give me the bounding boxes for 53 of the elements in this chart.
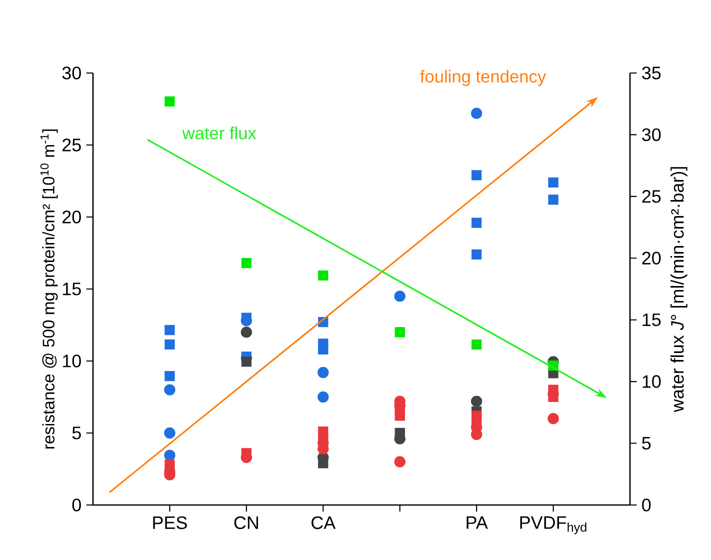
point (164, 450, 176, 461)
y2-axis-title: water flux J° [ml/(min·cm²·bar)] (670, 167, 688, 412)
y2-tick-label: 0 (642, 498, 651, 512)
x-tick-label: CA (312, 516, 336, 530)
point (241, 356, 252, 367)
point (471, 170, 482, 180)
point (240, 326, 252, 338)
y2-tick-label: 25 (642, 190, 661, 203)
point (318, 458, 328, 468)
point (164, 371, 175, 382)
y2-tick-label: 35 (642, 66, 661, 80)
point (394, 428, 405, 438)
y2-tick-label: 10 (642, 375, 661, 388)
point (164, 324, 175, 336)
point (471, 218, 482, 228)
y2-tick-label: 20 (642, 252, 661, 264)
y2-tick-label: 30 (642, 128, 661, 142)
y-tick-label: 30 (62, 66, 81, 80)
x-tick-label: PES (153, 516, 187, 530)
x-tick-label: CN (234, 516, 258, 530)
point (470, 396, 482, 407)
y-tick-label: 5 (72, 426, 81, 440)
point (164, 96, 175, 106)
y-tick-label: 25 (62, 138, 81, 152)
point (548, 177, 558, 188)
point (394, 290, 406, 302)
point (164, 384, 176, 396)
annotation: fouling tendency (420, 70, 546, 86)
x-tick-label: PVDF$_{hyd}$ (520, 516, 586, 534)
point (548, 194, 558, 205)
x-tick-label: PA (466, 516, 488, 529)
point (548, 412, 559, 424)
point (241, 258, 252, 268)
point (394, 456, 406, 468)
point (318, 366, 329, 378)
point (318, 391, 329, 403)
y-tick-label: 10 (62, 354, 81, 368)
point (394, 327, 405, 338)
annotation: water flux (182, 126, 256, 140)
y2-tick-label: 5 (642, 436, 651, 450)
point (394, 410, 405, 421)
y-tick-label: 20 (62, 210, 81, 224)
point (164, 427, 176, 439)
y2-tick-label: 15 (642, 314, 661, 326)
y-tick-label: 15 (62, 282, 81, 296)
point (318, 344, 328, 355)
point (164, 339, 175, 350)
y-axis-title: resistance @ 500 mg protein/cm² [10$^{10}$ m$^{-1}$] (40, 130, 58, 449)
point (470, 108, 482, 119)
y-tick-label: 0 (72, 498, 81, 512)
point (318, 270, 328, 280)
point (471, 249, 482, 260)
point (472, 339, 482, 350)
